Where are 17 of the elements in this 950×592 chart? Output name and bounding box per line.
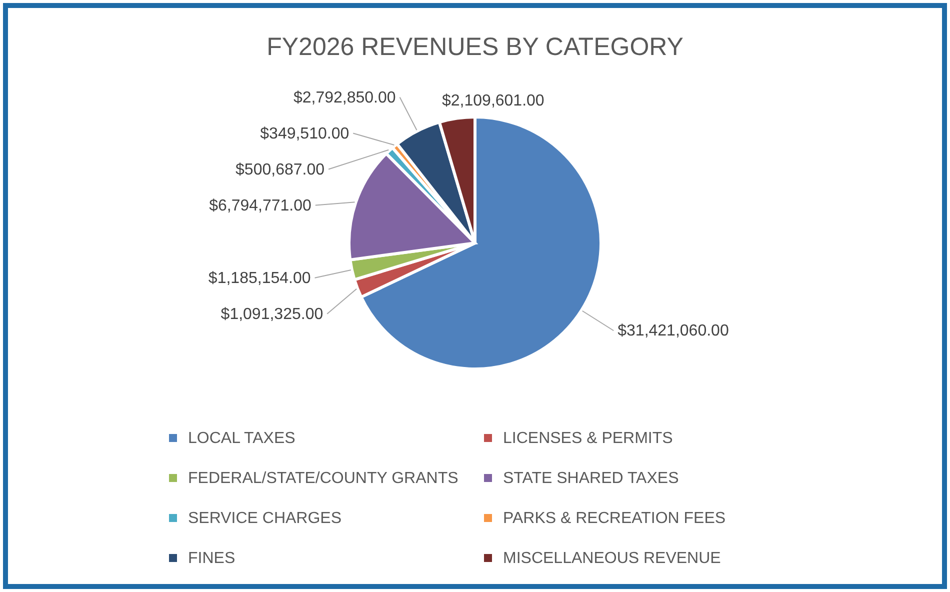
data-label: $2,792,850.00 xyxy=(293,89,396,106)
legend-label: STATE SHARED TAXES xyxy=(503,470,679,487)
data-label: $31,421,060.00 xyxy=(618,322,729,340)
legend-label: LOCAL TAXES xyxy=(188,430,296,447)
data-label: $500,687.00 xyxy=(236,161,325,178)
legend-label: SERVICE CHARGES xyxy=(188,510,342,527)
data-label: $1,091,325.00 xyxy=(220,306,324,323)
legend-label: PARKS & RECREATION FEES xyxy=(503,510,726,527)
legend-label: FEDERAL/STATE/COUNTY GRANTS xyxy=(188,470,458,487)
data-label: $6,794,771.00 xyxy=(209,197,312,214)
data-label: $2,109,601.00 xyxy=(442,92,544,110)
legend-label: MISCELLANEOUS REVENUE xyxy=(503,550,721,567)
data-label: $349,510.00 xyxy=(260,125,350,142)
legend-label: FINES xyxy=(188,550,236,567)
chart-title: FY2026 REVENUES BY CATEGORY xyxy=(266,33,684,61)
data-label: $1,185,154.00 xyxy=(208,270,311,287)
legend-label: LICENSES & PERMITS xyxy=(503,430,673,447)
